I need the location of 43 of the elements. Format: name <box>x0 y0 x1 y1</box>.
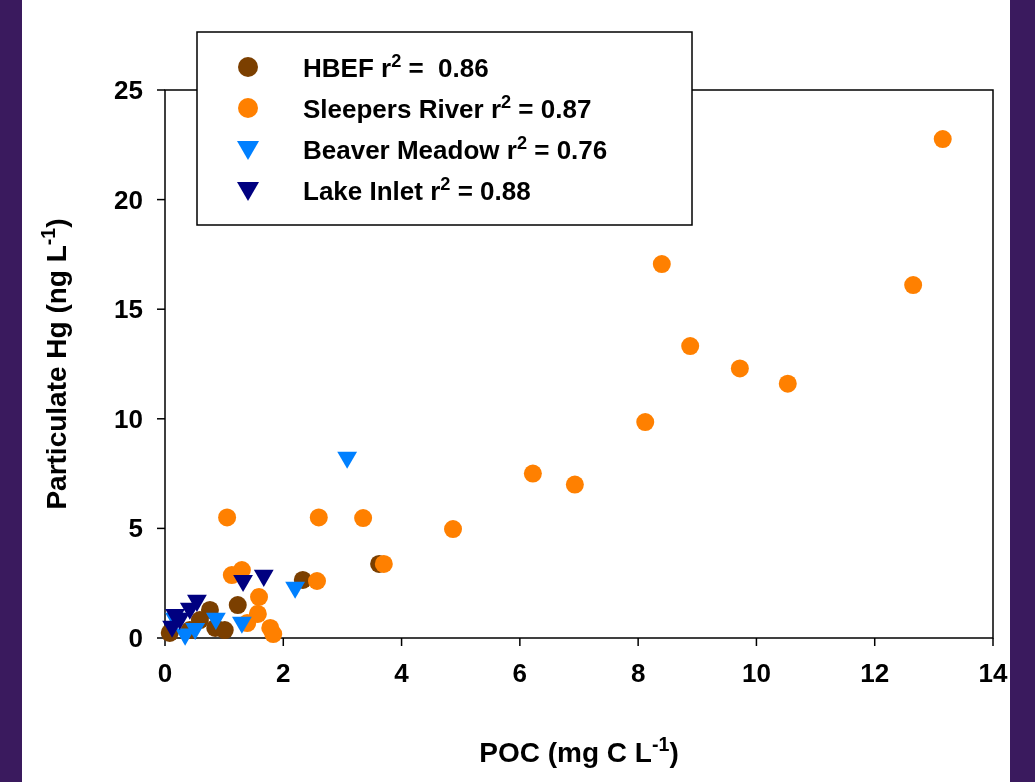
point <box>444 520 463 539</box>
x-tick-label: 4 <box>394 658 410 688</box>
point <box>233 574 253 592</box>
y-tick-label: 0 <box>128 623 143 653</box>
legend-label: Sleepers River r$^{2}$ = 0.87 <box>303 92 592 124</box>
point <box>374 554 393 573</box>
point <box>354 509 373 528</box>
legend-label: Beaver Meadow r$^{2}$ = 0.76 <box>303 133 608 165</box>
x-tick-label: 14 <box>978 658 1008 688</box>
point <box>904 276 923 295</box>
x-tick-label: 8 <box>630 658 646 688</box>
point <box>228 596 247 615</box>
point <box>264 625 283 644</box>
point <box>231 616 252 634</box>
point <box>250 588 269 607</box>
y-tick-label: 20 <box>114 184 143 215</box>
y-tick-label: 5 <box>128 513 143 544</box>
y-tick-label: 10 <box>114 403 143 434</box>
point <box>218 508 237 527</box>
point <box>285 581 306 599</box>
x-tick-label: 12 <box>860 658 890 688</box>
legend-label: HBEF r$^{2}$ = 0.86 <box>303 51 489 83</box>
x-axis-title: POC (mg C L$^{-1}$) <box>479 733 679 768</box>
x-tick-label: 10 <box>741 658 771 688</box>
point <box>730 359 749 378</box>
point <box>308 572 326 591</box>
point <box>565 475 584 494</box>
x-tick-label: 6 <box>512 658 528 688</box>
y-tick-label: 25 <box>114 75 143 105</box>
point <box>652 255 671 274</box>
point <box>636 413 655 432</box>
point <box>309 508 328 527</box>
point <box>337 451 358 469</box>
point <box>933 130 952 149</box>
x-tick-label: 0 <box>157 658 173 688</box>
x-tick-label: 2 <box>276 658 291 688</box>
point <box>253 569 274 587</box>
point <box>681 337 700 356</box>
point <box>523 464 542 483</box>
point <box>205 612 226 630</box>
point <box>778 374 797 393</box>
legend-label: Lake Inlet r$^{2}$ = 0.88 <box>303 174 531 206</box>
y-tick-label: 15 <box>114 294 143 325</box>
